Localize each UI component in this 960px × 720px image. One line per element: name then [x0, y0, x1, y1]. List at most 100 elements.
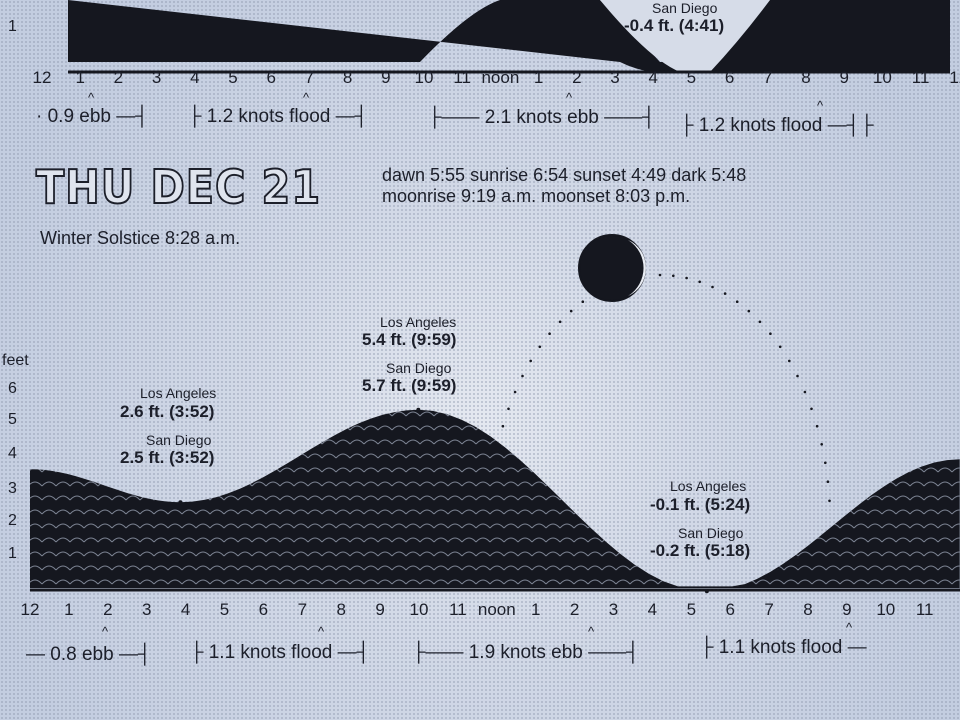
y-axis-label: feet — [2, 352, 29, 369]
top-hour-tick: 4 — [648, 68, 658, 87]
hour-tick: 10 — [876, 600, 896, 619]
moon-arc-dot — [658, 273, 662, 277]
top-y-tick: 1 — [8, 18, 17, 35]
current-3: ├—— 1.9 knots ebb ——┤ — [412, 642, 640, 663]
top-hour-tick: 8 — [342, 68, 353, 87]
moon-arc-dot — [672, 274, 675, 278]
hour-tick: 9 — [842, 600, 852, 619]
moon-arc-dot — [538, 345, 542, 349]
high-la-label: Los Angeles — [380, 314, 457, 330]
hour-tick: 4 — [180, 600, 191, 619]
low2-la-label: Los Angeles — [670, 478, 747, 494]
top-hour-tick: 10 — [414, 68, 434, 87]
hour-tick: 6 — [258, 600, 269, 619]
top-hour-tick: 11 — [911, 68, 930, 87]
hour-tick: 8 — [336, 600, 346, 619]
y-tick-4: 4 — [8, 445, 17, 462]
high-sd-label: San Diego — [386, 360, 452, 376]
low2-sd-label: San Diego — [678, 525, 744, 541]
moon-arc-dot — [581, 300, 585, 304]
hour-axis: 12 1 2 3 4 5 6 7 8 9 10 11 noon 1 2 3 4 5 6 7 8 9 10 11 — [0, 600, 960, 622]
caret: ^ — [318, 624, 325, 639]
top-hour-tick: 1 — [75, 68, 85, 87]
hour-tick: noon — [477, 600, 516, 619]
moon-arc-dot — [778, 345, 782, 349]
caret: ^ — [817, 98, 824, 113]
caret: ^ — [88, 90, 95, 105]
moon-arc-dot — [711, 285, 714, 289]
day-title: THU DEC 21 — [35, 159, 321, 215]
top-san-diego-label: San Diego — [652, 0, 718, 16]
moon-arc-dot — [569, 309, 573, 313]
hour-tick: 2 — [103, 600, 113, 619]
moon-arc-dot — [747, 309, 751, 313]
hour-tick: 1 — [530, 600, 541, 619]
moon-arc-dot — [758, 320, 762, 324]
hour-tick: 3 — [141, 600, 152, 619]
current-2: ├ 1.1 knots flood —┤ — [190, 642, 371, 663]
low1-la-label: Los Angeles — [140, 385, 217, 401]
top-hour-tick: 7 — [304, 68, 315, 87]
top-hour-tick: 9 — [839, 68, 849, 87]
top-tide-area — [68, 0, 950, 72]
hour-tick: 11 — [449, 600, 467, 619]
hour-tick: 7 — [764, 600, 774, 619]
caret: ^ — [846, 620, 853, 635]
moon-arc-dot — [685, 276, 688, 280]
caret: ^ — [102, 624, 109, 639]
top-hour-tick: 9 — [381, 68, 391, 87]
moon-arc-dot — [548, 332, 551, 336]
moon-arc-dot — [828, 499, 831, 503]
low2-sd-value: -0.2 ft. (5:18) — [650, 541, 751, 560]
low1-sd-value: 2.5 ft. (3:52) — [120, 448, 215, 467]
hour-tick: 2 — [569, 600, 580, 619]
y-tick-3: 3 — [8, 480, 17, 497]
moon-arc-dot — [507, 407, 510, 411]
moon-arc-dot — [796, 374, 799, 378]
top-current-2: ├ 1.2 knots flood —┤ — [188, 106, 369, 127]
top-hour-tick: 12 — [32, 68, 52, 87]
top-current-4: ├ 1.2 knots flood —┤├ — [680, 115, 874, 136]
low1-la-value: 2.6 ft. (3:52) — [120, 402, 215, 421]
moon-arc-dot — [558, 320, 562, 324]
top-hour-tick: 6 — [266, 68, 276, 87]
hour-tick: 5 — [686, 600, 697, 619]
tide-event-point — [704, 589, 709, 594]
moon-icon — [578, 234, 646, 302]
tide-event-point — [178, 500, 183, 505]
top-hour-tick: 2 — [572, 68, 582, 87]
hour-tick: 12 — [20, 600, 40, 619]
solstice-note: Winter Solstice 8:28 a.m. — [40, 228, 241, 248]
top-current-3: ├—— 2.1 knots ebb ——┤ — [428, 107, 656, 128]
top-hour-axis: 121234567891011noon123456789101112 — [0, 68, 960, 90]
top-hour-tick: 7 — [763, 68, 773, 87]
moon-arc-dot — [723, 292, 727, 295]
tide-curve — [30, 407, 960, 594]
low2-la-value: -0.1 ft. (5:24) — [650, 495, 751, 514]
caret: ^ — [588, 624, 595, 639]
moon-arc-dot — [810, 407, 813, 411]
top-low-gap — [600, 0, 770, 72]
y-tick-1: 1 — [8, 545, 17, 562]
hour-tick: 8 — [803, 600, 813, 619]
high-la-value: 5.4 ft. (9:59) — [362, 330, 457, 349]
high-sd-value: 5.7 ft. (9:59) — [362, 376, 457, 395]
caret: ^ — [303, 90, 310, 105]
top-hour-tick: 11 — [453, 68, 472, 87]
moon-arc-dot — [521, 374, 524, 378]
top-hour-tick: 5 — [228, 68, 238, 87]
y-tick-5: 5 — [8, 411, 17, 428]
top-current-1: · 0.9 ebb —┤ — [36, 106, 149, 127]
moon-arc-dot — [788, 359, 791, 363]
tide-event-point — [416, 407, 421, 412]
current-1: — 0.8 ebb —┤ — [26, 644, 152, 665]
top-hour-tick: 4 — [190, 68, 200, 87]
top-hour-tick: 6 — [724, 68, 735, 87]
current-4: ├ 1.1 knots flood — — [700, 637, 867, 658]
top-hour-tick: 10 — [872, 68, 892, 87]
hour-tick: 4 — [647, 600, 658, 619]
sun-times: dawn 5:55 sunrise 6:54 sunset 4:49 dark … — [382, 165, 747, 185]
previous-day-tide-chart — [68, 0, 950, 74]
top-hour-tick: noon — [481, 68, 520, 87]
